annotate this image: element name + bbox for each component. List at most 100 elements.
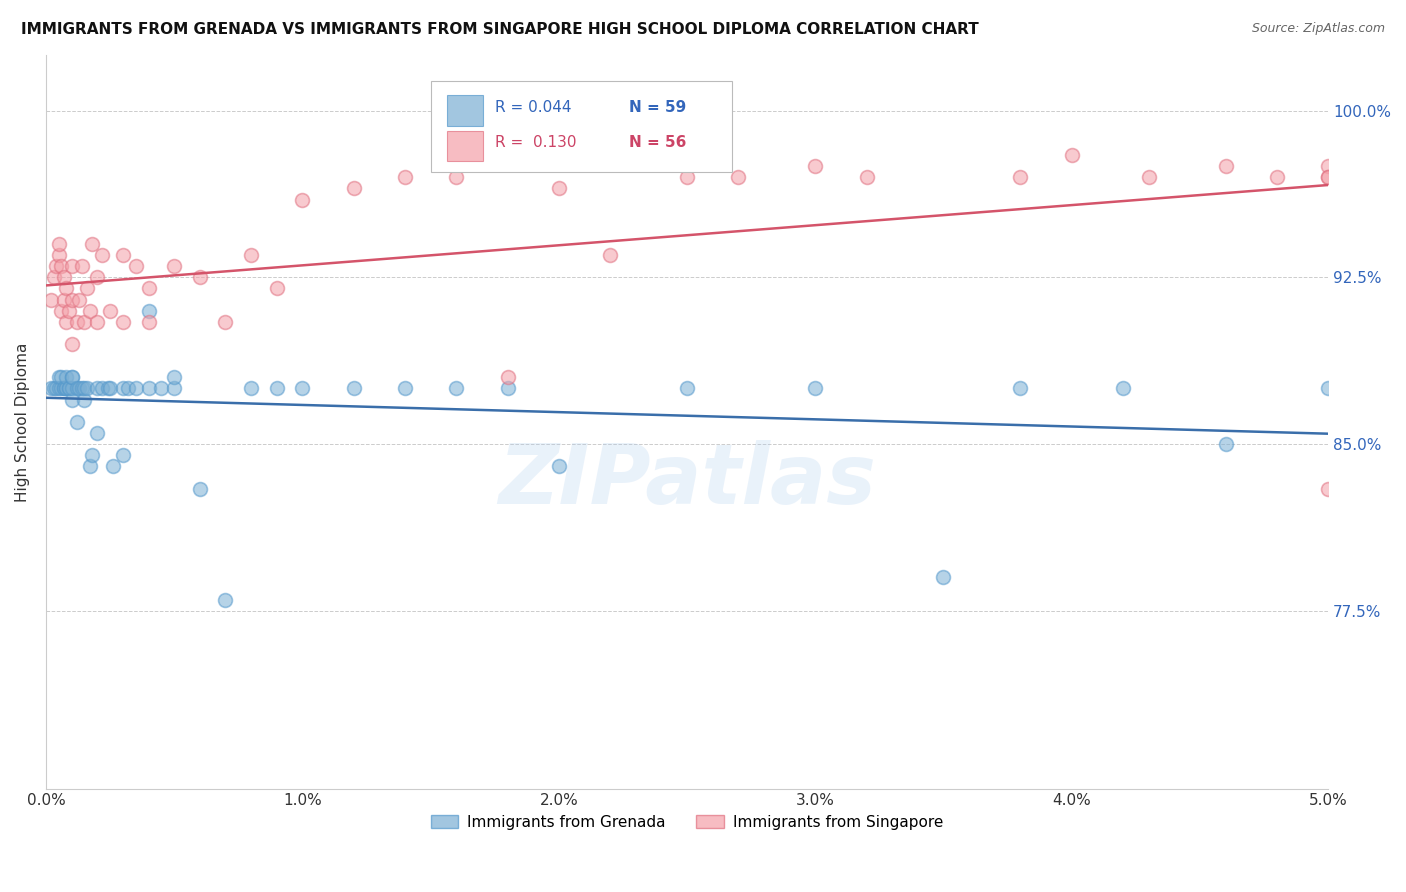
Point xyxy=(163,370,186,384)
Point xyxy=(214,592,236,607)
Point xyxy=(58,382,80,396)
Point xyxy=(86,315,108,329)
Point xyxy=(52,293,75,307)
Point xyxy=(45,382,67,396)
Point xyxy=(79,303,101,318)
Point xyxy=(125,260,148,274)
Point xyxy=(1137,170,1160,185)
Point xyxy=(39,382,62,396)
Point xyxy=(73,315,96,329)
FancyBboxPatch shape xyxy=(430,81,733,172)
Point xyxy=(42,270,65,285)
Point xyxy=(1010,170,1032,185)
Point xyxy=(86,382,108,396)
Point xyxy=(60,293,83,307)
Point xyxy=(60,337,83,351)
Y-axis label: High School Diploma: High School Diploma xyxy=(15,343,30,501)
Point xyxy=(70,260,93,274)
Point xyxy=(1317,482,1340,496)
Point xyxy=(66,315,89,329)
Point xyxy=(58,303,80,318)
Point xyxy=(266,382,288,396)
Point xyxy=(163,382,186,396)
Point xyxy=(1317,382,1340,396)
Point xyxy=(727,170,749,185)
Point xyxy=(1215,437,1237,451)
Point xyxy=(138,315,160,329)
Point xyxy=(58,382,80,396)
Point xyxy=(188,482,211,496)
Point xyxy=(66,415,89,429)
Point xyxy=(48,248,70,262)
FancyBboxPatch shape xyxy=(447,131,484,161)
Point xyxy=(82,448,104,462)
Point xyxy=(55,315,77,329)
Text: R =  0.130: R = 0.130 xyxy=(495,135,576,150)
Point xyxy=(48,370,70,384)
Point xyxy=(111,382,134,396)
Point xyxy=(45,260,67,274)
Point xyxy=(394,382,416,396)
Point xyxy=(98,382,121,396)
Point xyxy=(39,293,62,307)
Point xyxy=(55,382,77,396)
Point xyxy=(79,459,101,474)
Point xyxy=(51,370,73,384)
Point xyxy=(48,382,70,396)
Point xyxy=(1010,382,1032,396)
Point xyxy=(547,181,569,195)
Point xyxy=(599,248,621,262)
Point xyxy=(51,382,73,396)
Point xyxy=(163,260,186,274)
Point xyxy=(676,170,699,185)
Point xyxy=(394,170,416,185)
Text: IMMIGRANTS FROM GRENADA VS IMMIGRANTS FROM SINGAPORE HIGH SCHOOL DIPLOMA CORRELA: IMMIGRANTS FROM GRENADA VS IMMIGRANTS FR… xyxy=(21,22,979,37)
Point xyxy=(125,382,148,396)
Point xyxy=(1317,170,1340,185)
Point xyxy=(42,382,65,396)
Point xyxy=(67,293,90,307)
Text: Source: ZipAtlas.com: Source: ZipAtlas.com xyxy=(1251,22,1385,36)
Point xyxy=(111,448,134,462)
Point xyxy=(51,303,73,318)
Point xyxy=(91,382,114,396)
Point xyxy=(138,303,160,318)
Point xyxy=(804,159,827,173)
Point xyxy=(291,193,314,207)
Point xyxy=(82,237,104,252)
Point xyxy=(55,382,77,396)
Point xyxy=(547,459,569,474)
Point xyxy=(70,382,93,396)
Point xyxy=(111,248,134,262)
Point xyxy=(51,260,73,274)
Point xyxy=(446,170,468,185)
Point xyxy=(1265,170,1288,185)
Point xyxy=(60,382,83,396)
Point xyxy=(240,248,263,262)
Point xyxy=(60,260,83,274)
Point xyxy=(111,315,134,329)
Point xyxy=(66,382,89,396)
Text: N = 59: N = 59 xyxy=(630,100,686,115)
Point xyxy=(1112,382,1135,396)
Point xyxy=(67,382,90,396)
Point xyxy=(60,370,83,384)
Text: N = 56: N = 56 xyxy=(630,135,686,150)
Point xyxy=(76,281,98,295)
Point xyxy=(138,281,160,295)
Point xyxy=(1060,148,1083,162)
Point xyxy=(138,382,160,396)
Point xyxy=(266,281,288,295)
Point xyxy=(188,270,211,285)
Point xyxy=(804,382,827,396)
Point xyxy=(48,237,70,252)
Point xyxy=(52,382,75,396)
Point xyxy=(86,270,108,285)
Point xyxy=(91,248,114,262)
Point xyxy=(1317,159,1340,173)
Point xyxy=(1215,159,1237,173)
Point xyxy=(343,181,366,195)
Text: R = 0.044: R = 0.044 xyxy=(495,100,571,115)
Legend: Immigrants from Grenada, Immigrants from Singapore: Immigrants from Grenada, Immigrants from… xyxy=(425,809,949,836)
Point xyxy=(76,382,98,396)
